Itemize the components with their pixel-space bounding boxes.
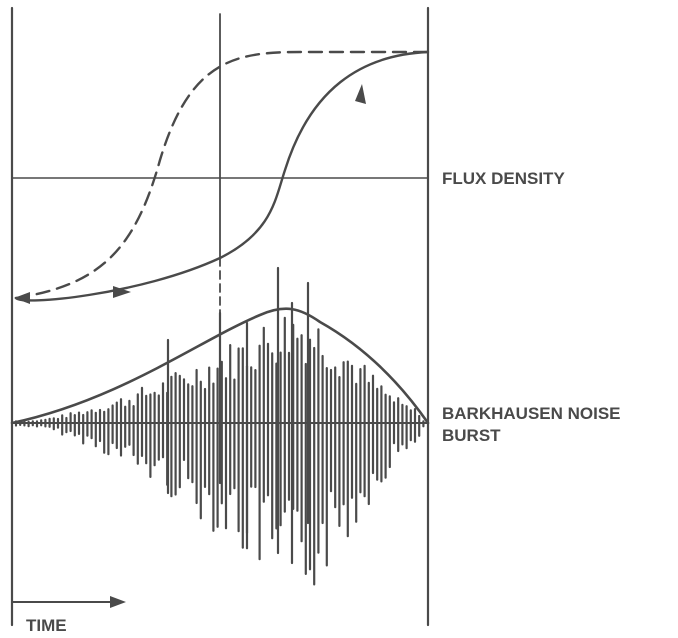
barkhausen-label-line2: BURST [442, 426, 501, 445]
time-arrow-head-icon [110, 596, 126, 608]
barkhausen-label-line1: BARKHAUSEN NOISE [442, 404, 621, 423]
flux-curve-arrow-lower-icon [113, 286, 131, 298]
flux-curve-arrow-upper-icon [355, 84, 366, 104]
flux-curve-arrow-left-icon [14, 292, 30, 304]
noise-envelope [10, 307, 430, 425]
barkhausen-noise-spikes [14, 266, 425, 586]
flux-curve-dashed [14, 50, 430, 300]
flux-curve-solid [14, 50, 430, 302]
flux-density-label: FLUX DENSITY [442, 169, 565, 188]
time-label: TIME [26, 616, 67, 635]
